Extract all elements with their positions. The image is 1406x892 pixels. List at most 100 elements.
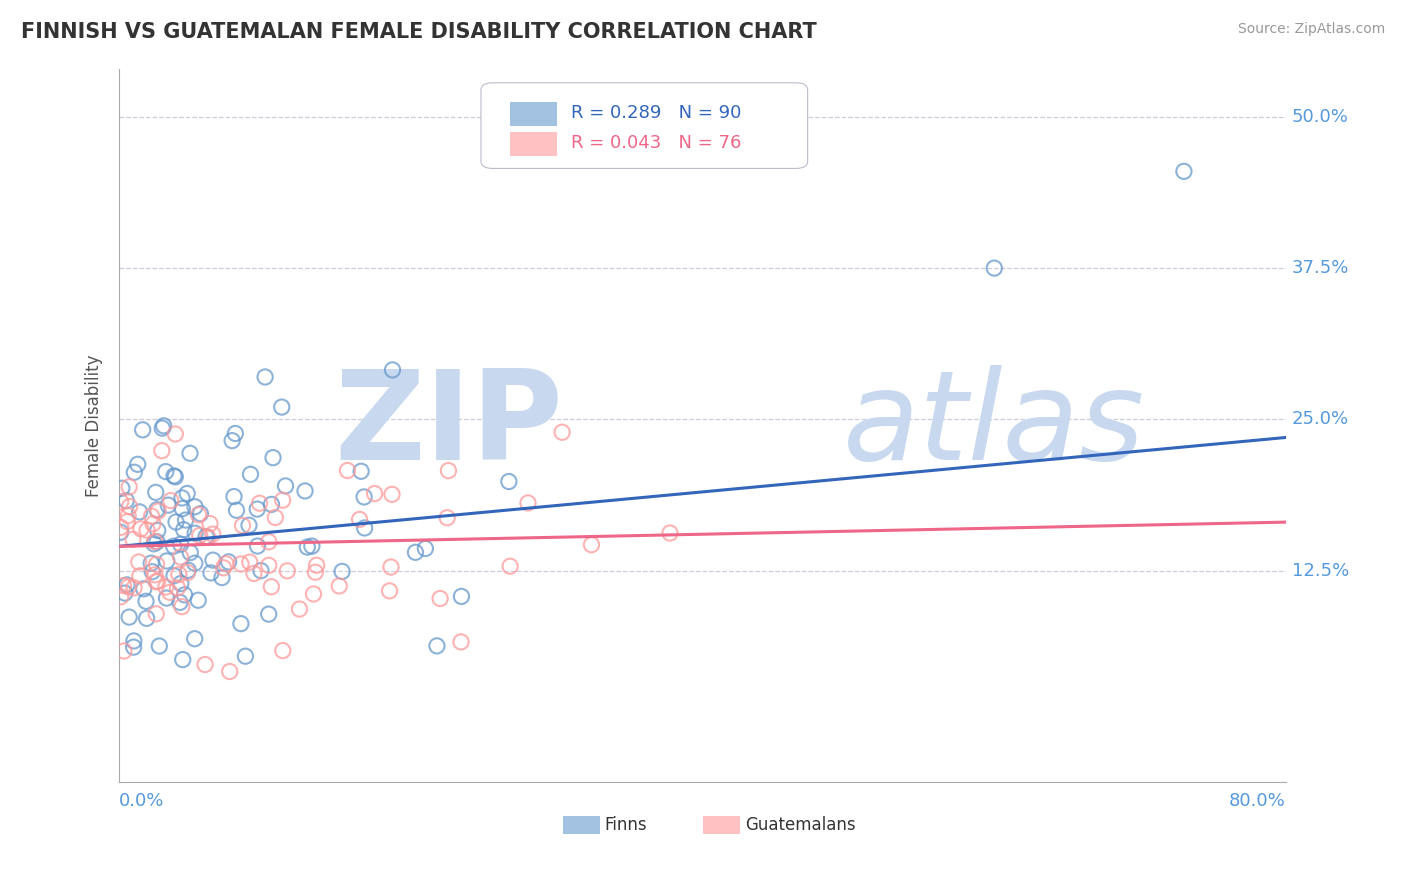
Point (257, 558, 280, 573)
Text: Guatemalans: Guatemalans (745, 816, 855, 834)
Point (436, 510, 458, 524)
Point (215, 557, 238, 571)
Point (110, 590, 132, 604)
Point (159, 585, 181, 599)
Point (194, 657, 217, 672)
Point (111, 481, 134, 495)
Point (254, 370, 277, 384)
Point (152, 418, 174, 433)
Point (163, 468, 186, 483)
Point (659, 526, 682, 541)
Point (224, 426, 246, 441)
Point (187, 508, 209, 522)
Point (201, 527, 224, 541)
Point (150, 443, 173, 458)
Point (551, 425, 574, 440)
Point (117, 580, 139, 594)
Point (450, 635, 472, 649)
Point (222, 490, 245, 504)
Point (260, 580, 283, 594)
Point (135, 611, 157, 625)
Point (257, 534, 280, 549)
Point (426, 639, 449, 653)
Point (190, 507, 212, 521)
Point (184, 556, 207, 570)
Point (380, 560, 402, 574)
Point (250, 564, 273, 578)
Text: R = 0.043   N = 76: R = 0.043 N = 76 (571, 135, 741, 153)
Point (225, 503, 247, 517)
Text: 12.5%: 12.5% (1292, 561, 1350, 580)
Point (117, 508, 139, 523)
Point (165, 470, 187, 484)
Text: 80.0%: 80.0% (1229, 792, 1286, 810)
Point (260, 497, 283, 511)
Point (381, 487, 404, 501)
Point (288, 602, 311, 616)
Point (349, 512, 371, 526)
Point (118, 610, 141, 624)
Point (276, 564, 298, 578)
Point (499, 559, 522, 574)
Point (157, 498, 180, 512)
Point (141, 565, 163, 579)
Point (173, 523, 195, 537)
Point (381, 363, 404, 377)
Point (169, 595, 191, 609)
Point (353, 521, 375, 535)
Point (132, 582, 155, 596)
Point (305, 558, 328, 573)
Point (581, 538, 603, 552)
Point (159, 493, 181, 508)
Point (200, 566, 222, 580)
Text: Finns: Finns (605, 816, 647, 834)
FancyBboxPatch shape (481, 83, 807, 169)
Bar (510, 102, 557, 127)
Point (145, 607, 167, 621)
Point (195, 530, 218, 544)
Point (257, 607, 280, 621)
Point (264, 510, 287, 524)
Point (112, 578, 135, 592)
Point (118, 500, 141, 514)
Point (170, 537, 193, 551)
Point (173, 588, 195, 602)
Point (141, 556, 163, 570)
Point (229, 557, 252, 571)
Point (170, 491, 193, 505)
Point (212, 561, 235, 575)
Text: atlas: atlas (842, 365, 1144, 486)
Point (983, 261, 1005, 276)
Point (1173, 164, 1195, 178)
Point (498, 475, 520, 489)
Point (294, 483, 316, 498)
Point (172, 652, 194, 666)
Point (271, 493, 294, 508)
Point (197, 530, 219, 544)
Point (172, 501, 194, 516)
Point (115, 578, 138, 592)
Point (127, 458, 149, 472)
Point (218, 555, 240, 569)
Bar (562, 815, 600, 833)
Point (146, 574, 169, 589)
Point (122, 581, 145, 595)
Point (169, 549, 191, 564)
Point (110, 520, 132, 534)
Point (176, 566, 198, 580)
Point (211, 570, 233, 584)
Y-axis label: Female Disability: Female Disability (86, 354, 103, 497)
Point (183, 632, 205, 646)
Point (141, 509, 163, 524)
Point (184, 526, 207, 541)
Point (517, 496, 540, 510)
Point (163, 568, 186, 582)
Point (146, 524, 169, 538)
Point (110, 525, 132, 540)
Point (404, 545, 426, 559)
Point (128, 555, 150, 569)
Point (115, 515, 138, 529)
Point (297, 540, 319, 554)
Point (122, 640, 145, 654)
Bar (703, 815, 740, 833)
